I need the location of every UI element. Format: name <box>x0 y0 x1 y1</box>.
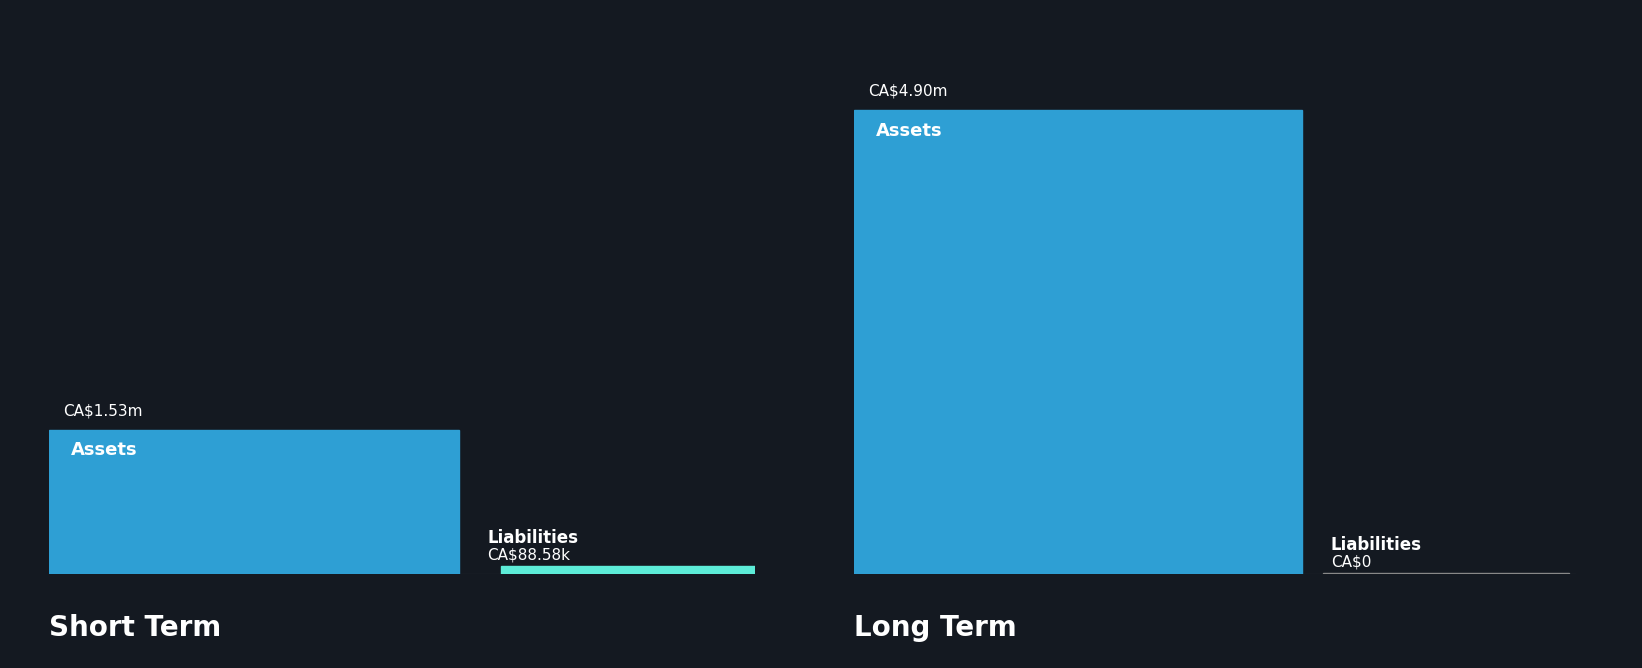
Text: Long Term: Long Term <box>854 615 1016 642</box>
Bar <box>501 566 755 574</box>
Bar <box>1323 573 1570 574</box>
Text: Short Term: Short Term <box>49 615 222 642</box>
Text: CA$0: CA$0 <box>1330 554 1371 570</box>
Bar <box>49 430 458 574</box>
Text: Assets: Assets <box>71 441 136 459</box>
Text: CA$4.90m: CA$4.90m <box>869 84 947 99</box>
Text: Liabilities: Liabilities <box>1330 536 1422 554</box>
Text: CA$1.53m: CA$1.53m <box>64 403 143 418</box>
Text: Liabilities: Liabilities <box>488 529 578 547</box>
Text: Assets: Assets <box>875 122 943 140</box>
Bar <box>854 110 1302 574</box>
Text: CA$88.58k: CA$88.58k <box>488 547 570 562</box>
